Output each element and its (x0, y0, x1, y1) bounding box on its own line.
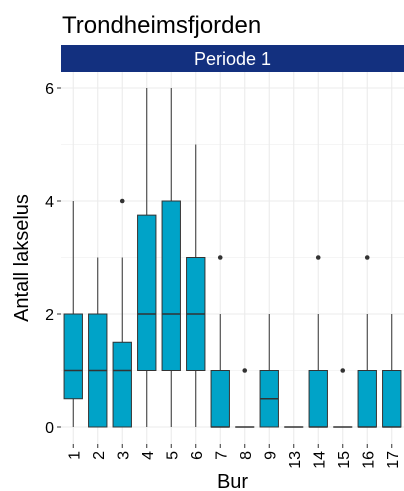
outlier-point (340, 368, 346, 373)
outlier-point (119, 198, 125, 204)
box-iqr (210, 370, 230, 428)
plot-panel (61, 72, 404, 444)
x-tick-label: 3 (115, 451, 132, 460)
x-tick-label: 9 (262, 451, 279, 460)
box-iqr (63, 313, 83, 400)
x-tick-label: 16 (360, 451, 377, 469)
y-tick-label: 6 (45, 81, 54, 98)
y-tick-label: 4 (45, 194, 54, 211)
y-axis-title: Antall lakselus (11, 194, 33, 322)
box-iqr (137, 214, 157, 371)
x-tick-label: 17 (385, 451, 402, 469)
y-tick-label: 0 (45, 420, 54, 437)
x-tick-label: 4 (140, 451, 157, 460)
facet-label: Periode 1 (194, 49, 271, 69)
box-iqr (112, 341, 132, 428)
x-tick-label: 13 (287, 451, 304, 469)
box-iqr (308, 370, 328, 428)
outlier-point (364, 255, 370, 260)
x-tick-label: 8 (238, 451, 255, 460)
x-tick-label: 15 (336, 451, 353, 469)
x-tick-label: 5 (164, 451, 181, 460)
y-axis: 0 2 4 6 (45, 81, 61, 437)
x-axis-title: Bur (217, 471, 248, 491)
facet-strip (61, 45, 404, 72)
x-tick-label: 1 (66, 451, 83, 460)
outlier-point (315, 255, 321, 260)
outlier-point (217, 255, 223, 260)
x-axis: 1 2 3 4 5 6 7 8 9 13 14 15 16 17 (66, 444, 402, 469)
outlier-point (242, 368, 248, 373)
box-iqr (357, 370, 377, 428)
x-tick-label: 14 (311, 451, 328, 469)
y-tick-label: 2 (45, 307, 54, 324)
box-iqr (161, 200, 181, 371)
x-tick-label: 2 (91, 451, 108, 460)
box-iqr (382, 370, 402, 428)
x-tick-label: 7 (213, 451, 230, 460)
box-series (63, 88, 402, 428)
chart-title: Trondheimsfjorden (62, 12, 261, 39)
x-tick-label: 6 (189, 451, 206, 460)
